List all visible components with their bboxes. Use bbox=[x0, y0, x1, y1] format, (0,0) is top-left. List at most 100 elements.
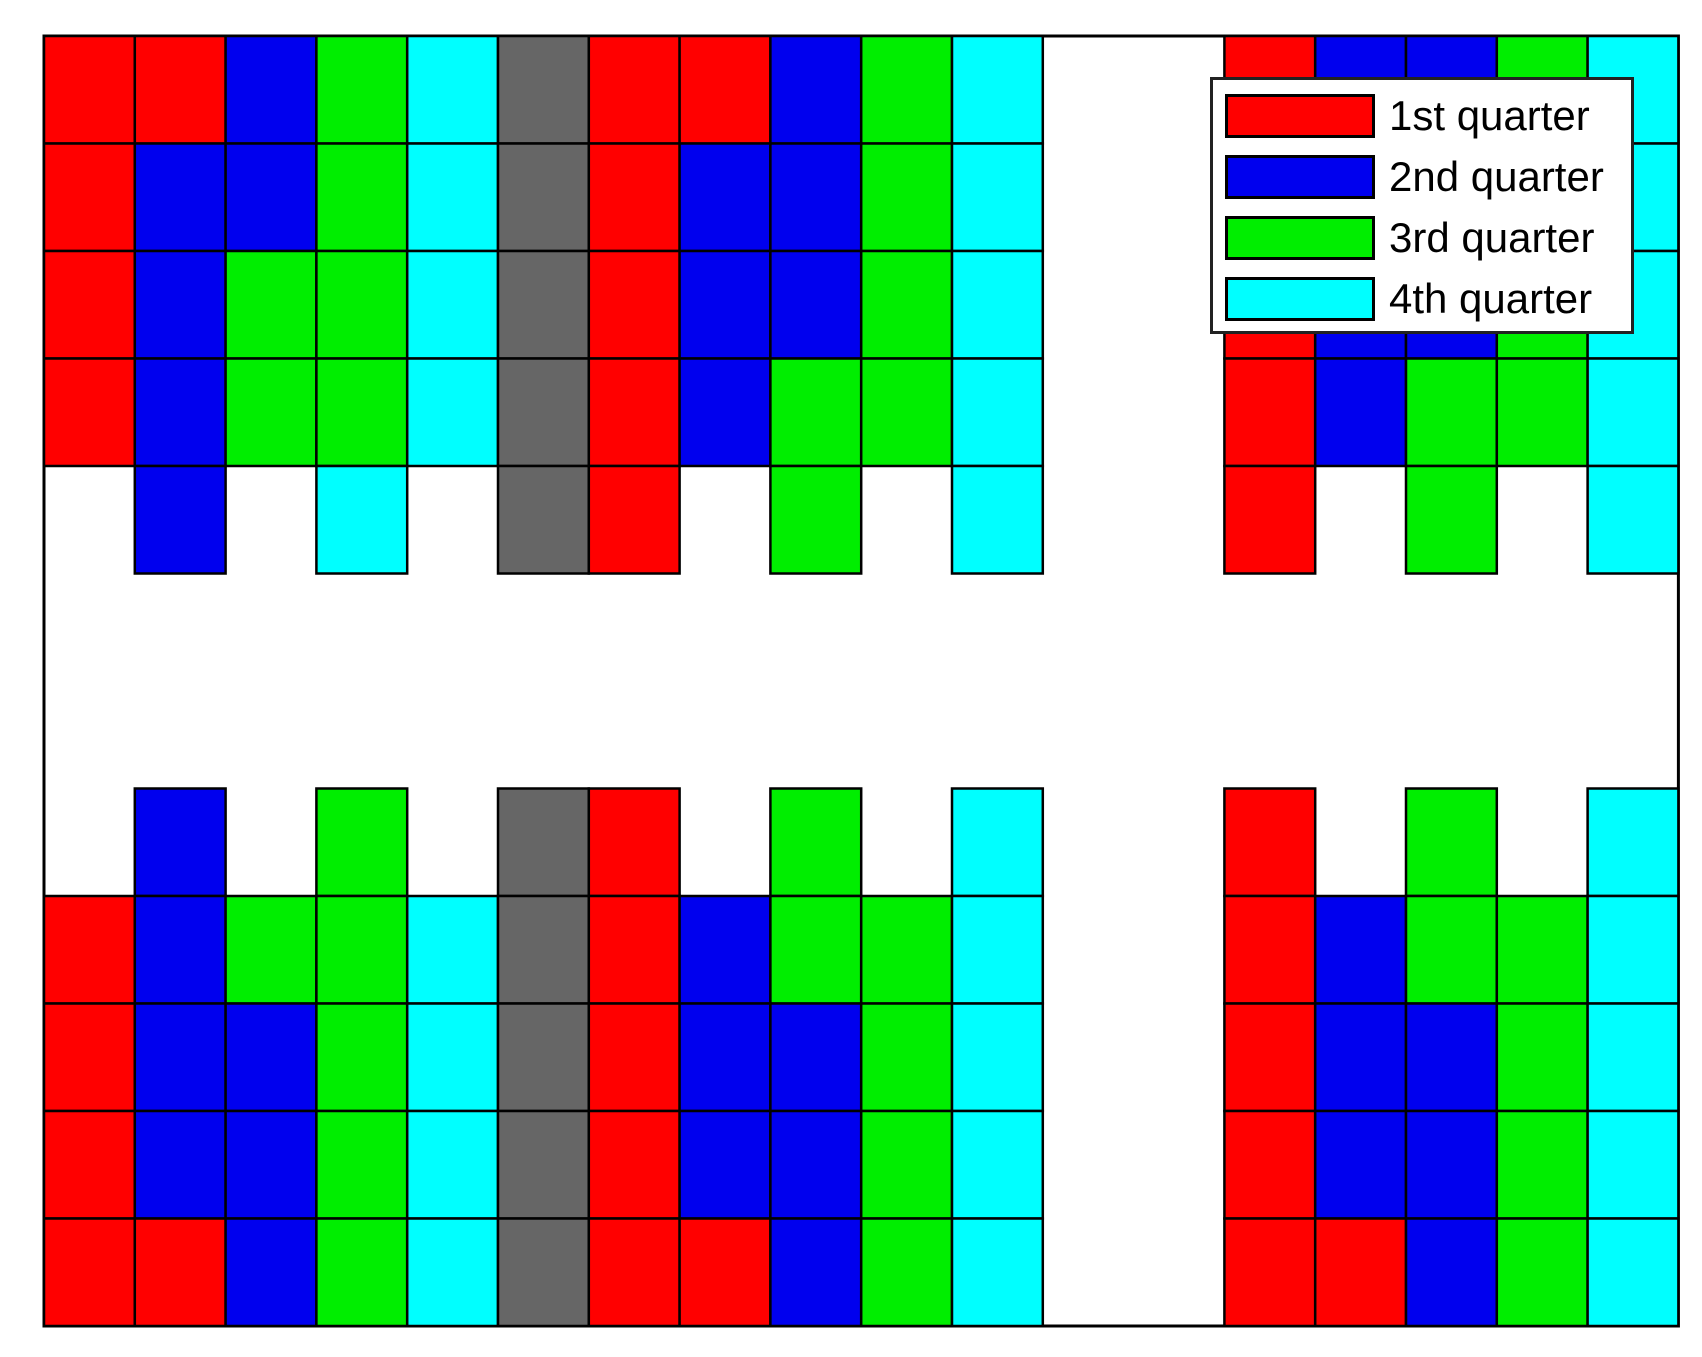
grid-cell-q1 bbox=[133, 1217, 227, 1328]
grid-cell-q4 bbox=[405, 249, 500, 360]
grid-cell-q3 bbox=[315, 1109, 409, 1220]
grid-cell-q1 bbox=[42, 1002, 137, 1113]
grid-cell-q3 bbox=[224, 249, 318, 360]
grid-cell-q2 bbox=[224, 1002, 318, 1113]
legend-swatch-q3 bbox=[1225, 216, 1375, 260]
grid-cell-q1 bbox=[1223, 357, 1317, 468]
grid-cell-q2 bbox=[678, 894, 772, 1005]
grid-cell-q3 bbox=[769, 464, 863, 575]
grid-cell-q3 bbox=[315, 357, 409, 468]
grid-cell-q1 bbox=[678, 34, 772, 145]
legend-swatch-q2 bbox=[1225, 155, 1375, 199]
legend-swatch-q1 bbox=[1225, 94, 1375, 138]
grid-cell-q3 bbox=[769, 787, 863, 898]
grid-cell-q2 bbox=[224, 1217, 318, 1328]
grid-cell-q3 bbox=[859, 142, 954, 253]
grid-cell-q2 bbox=[133, 1002, 227, 1113]
grid-cell-q1 bbox=[42, 34, 137, 145]
grid-cell-q4 bbox=[1586, 1109, 1680, 1220]
grid-cell-q4 bbox=[950, 1002, 1045, 1113]
grid-cell-q3 bbox=[859, 34, 954, 145]
grid-cell-q3 bbox=[315, 142, 409, 253]
grid-cell-q4 bbox=[405, 894, 500, 1005]
grid-cell-q1 bbox=[587, 1217, 681, 1328]
grid-cell-q2 bbox=[133, 464, 227, 575]
grid-cell-q4 bbox=[315, 464, 409, 575]
grid-cell-q3 bbox=[315, 249, 409, 360]
grid-cell-q4 bbox=[405, 1109, 500, 1220]
grid-cell-q2 bbox=[769, 1109, 863, 1220]
grid-cell-q2 bbox=[133, 787, 227, 898]
grid-cell-q3 bbox=[859, 249, 954, 360]
grid-cell-q1 bbox=[42, 142, 137, 253]
legend-label-q1: 1st quarter bbox=[1389, 92, 1590, 139]
grid-cell-q2 bbox=[678, 357, 772, 468]
grid-cell-reserved bbox=[496, 249, 591, 360]
grid-cell-q3 bbox=[1495, 1002, 1589, 1113]
grid-cell-q4 bbox=[1586, 1002, 1680, 1113]
grid-cell-q1 bbox=[42, 249, 137, 360]
grid-cell-q4 bbox=[950, 787, 1045, 898]
grid-cell-q1 bbox=[42, 1109, 137, 1220]
grid-cell-q2 bbox=[769, 249, 863, 360]
grid-cell-q2 bbox=[1313, 894, 1408, 1005]
legend-item-q4: 4th quarter bbox=[1225, 275, 1635, 325]
grid-cell-q1 bbox=[587, 1109, 681, 1220]
grid-cell-q3 bbox=[859, 894, 954, 1005]
grid-cell-q1 bbox=[1223, 1217, 1317, 1328]
grid-cell-q3 bbox=[859, 1109, 954, 1220]
grid-cell-q1 bbox=[587, 894, 681, 1005]
grid-cell-q2 bbox=[224, 142, 318, 253]
grid-cell-q3 bbox=[1404, 464, 1499, 575]
grid-cell-q4 bbox=[950, 34, 1045, 145]
grid-cell-q3 bbox=[1404, 787, 1499, 898]
grid-cell-q3 bbox=[1404, 894, 1499, 1005]
grid-cell-q1 bbox=[1313, 1217, 1408, 1328]
grid-cell-q3 bbox=[315, 787, 409, 898]
grid-cell-reserved bbox=[496, 1002, 591, 1113]
grid-cell-q1 bbox=[678, 1217, 772, 1328]
grid-cell-q4 bbox=[1586, 787, 1680, 898]
grid-cell-q1 bbox=[133, 34, 227, 145]
grid-cell-reserved bbox=[496, 34, 591, 145]
grid-cell-reserved bbox=[496, 894, 591, 1005]
grid-cell-q2 bbox=[769, 34, 863, 145]
grid-cell-q4 bbox=[405, 1217, 500, 1328]
grid-cell-q4 bbox=[1586, 894, 1680, 1005]
legend-label-q4: 4th quarter bbox=[1389, 275, 1593, 322]
grid-cell-q2 bbox=[1313, 357, 1408, 468]
grid-cell-reserved bbox=[496, 464, 591, 575]
grid-cell-q1 bbox=[587, 142, 681, 253]
grid-cell-q3 bbox=[1495, 1109, 1589, 1220]
grid-cell-q4 bbox=[1586, 357, 1680, 468]
grid-cell-q3 bbox=[224, 894, 318, 1005]
grid-cell-q2 bbox=[224, 1109, 318, 1220]
grid-cell-q1 bbox=[42, 1217, 137, 1328]
grid-cell-q2 bbox=[1404, 1002, 1499, 1113]
legend-item-q3: 3rd quarter bbox=[1225, 214, 1635, 264]
grid-cell-q3 bbox=[315, 34, 409, 145]
grid-cell-q2 bbox=[133, 1109, 227, 1220]
grid-cell-q4 bbox=[950, 249, 1045, 360]
grid-cell-q3 bbox=[224, 357, 318, 468]
legend-item-q1: 1st quarter bbox=[1225, 92, 1635, 142]
grid-cell-q2 bbox=[769, 1002, 863, 1113]
grid-cell-q2 bbox=[678, 249, 772, 360]
grid-cell-q3 bbox=[769, 894, 863, 1005]
grid-cell-q1 bbox=[587, 787, 681, 898]
grid-cell-q4 bbox=[950, 894, 1045, 1005]
grid-cell-q3 bbox=[769, 357, 863, 468]
grid-cell-q4 bbox=[405, 142, 500, 253]
grid-cell-q2 bbox=[678, 142, 772, 253]
grid-cell-q4 bbox=[950, 142, 1045, 253]
grid-cell-q1 bbox=[42, 357, 137, 468]
grid-cell-q1 bbox=[587, 464, 681, 575]
grid-cell-q2 bbox=[678, 1109, 772, 1220]
grid-cell-q1 bbox=[587, 249, 681, 360]
grid-cell-q2 bbox=[678, 1002, 772, 1113]
grid-cell-reserved bbox=[496, 1109, 591, 1220]
grid-cell-q3 bbox=[859, 1002, 954, 1113]
grid-cell-q2 bbox=[133, 894, 227, 1005]
grid-cell-q1 bbox=[1223, 894, 1317, 1005]
